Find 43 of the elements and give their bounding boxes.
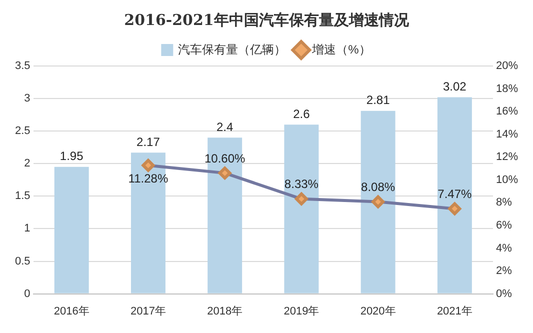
y-tick-label: 1 [24, 222, 30, 235]
data-label: 1.95 [60, 149, 84, 164]
chart-title: 2016-2021年中国汽车保有量及增速情况 [124, 10, 410, 29]
y2-tick-label: 18% [496, 82, 518, 95]
y2-tick-label: 6% [496, 219, 512, 232]
legend-label: 汽车保有量（亿辆） [178, 42, 286, 56]
y2-tick-label: 2% [496, 265, 512, 278]
bar [284, 124, 319, 294]
bar [360, 110, 396, 294]
data-label: 8.33% [284, 177, 319, 192]
y-tick-label: 2.5 [14, 125, 30, 138]
y-tick-label: 1.5 [14, 190, 30, 202]
data-label: 8.08% [361, 180, 396, 194]
y2-tick-label: 0% [496, 288, 512, 300]
y2-tick-label: 8% [496, 196, 512, 209]
x-tick-label: 2019年 [284, 305, 320, 318]
data-label: 3.02 [442, 80, 467, 94]
legend-label: 增速（%） [311, 42, 371, 56]
x-tick-label: 2020年 [360, 305, 396, 318]
x-tick-label: 2018年 [207, 305, 243, 318]
y2-tick-label: 10% [496, 174, 518, 186]
data-label: 11.28% [128, 172, 168, 186]
data-label: 2.17 [136, 134, 160, 149]
y2-tick-label: 14% [496, 128, 518, 140]
data-label: 2.6 [293, 106, 310, 121]
x-tick-label: 2017年 [130, 305, 166, 318]
y-tick-label: 3 [24, 92, 30, 105]
data-label: 10.60% [204, 151, 246, 166]
bar [437, 97, 472, 294]
bar [54, 166, 89, 294]
y-tick-label: 3.5 [14, 60, 30, 72]
y-tick-label: 2 [24, 158, 30, 170]
y2-tick-label: 16% [496, 106, 518, 118]
x-tick-label: 2016年 [54, 305, 90, 318]
data-label: 7.47% [438, 187, 472, 202]
data-label: 2.4 [216, 120, 234, 134]
y-tick-label: 0 [24, 288, 30, 300]
y2-tick-label: 4% [496, 242, 512, 254]
y2-tick-label: 12% [496, 151, 518, 164]
x-tick-label: 2021年 [436, 305, 472, 318]
y2-tick-label: 20% [496, 60, 518, 72]
data-label: 2.81 [366, 93, 390, 108]
y-tick-label: 0.5 [14, 255, 30, 268]
